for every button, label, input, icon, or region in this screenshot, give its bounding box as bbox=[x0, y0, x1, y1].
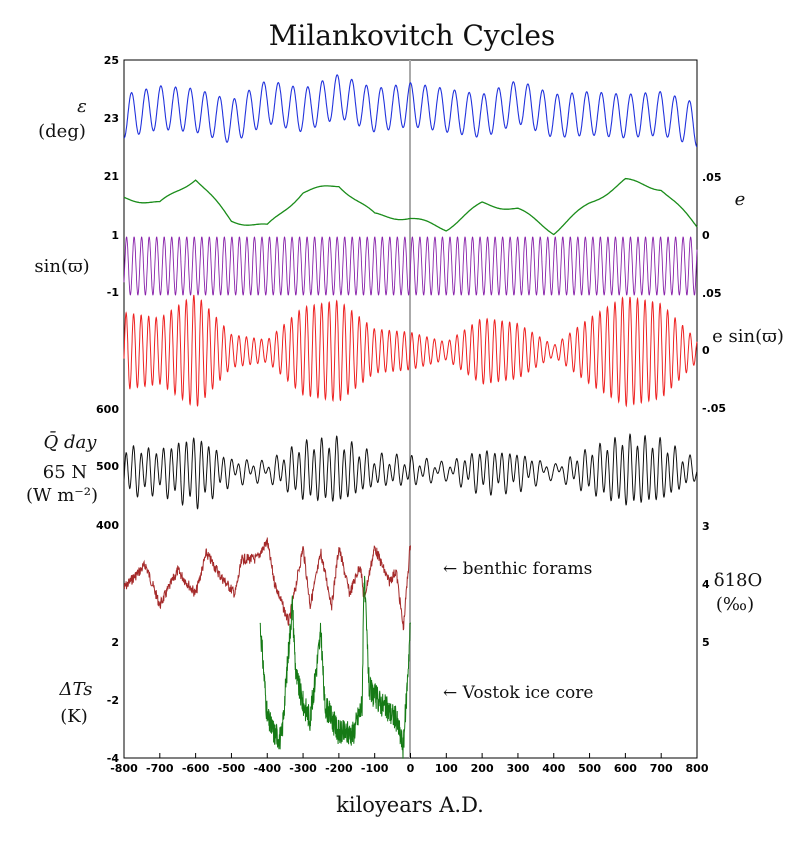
left-tick: -4 bbox=[107, 752, 120, 765]
vostok-series bbox=[259, 575, 411, 759]
sin-perihelion-series bbox=[123, 236, 698, 296]
x-tick-label: -400 bbox=[253, 762, 281, 775]
x-tick-label: -200 bbox=[325, 762, 353, 775]
obliquity-series bbox=[123, 74, 698, 148]
eccentricity-series bbox=[123, 177, 698, 236]
benthic-series bbox=[123, 537, 411, 631]
vostok-units: (K) bbox=[60, 706, 88, 727]
right-tick: 0 bbox=[702, 229, 710, 242]
x-tick-label: -500 bbox=[218, 762, 246, 775]
sin-perihelion-label: sin(ϖ) bbox=[34, 256, 89, 277]
left-tick: 23 bbox=[104, 112, 119, 125]
right-tick: .05 bbox=[702, 287, 722, 300]
right-tick: -.05 bbox=[702, 402, 726, 415]
d18o-units: (‰) bbox=[716, 594, 754, 615]
vostok-annotation: ← Vostok ice core bbox=[443, 683, 593, 703]
precession-label: e sin(ϖ) bbox=[712, 326, 784, 347]
left-tick: 1 bbox=[111, 229, 119, 242]
right-tick: 3 bbox=[702, 520, 710, 533]
right-tick: 5 bbox=[702, 636, 710, 649]
x-tick-label: -100 bbox=[361, 762, 389, 775]
left-tick: -1 bbox=[107, 286, 119, 299]
x-tick-label: 200 bbox=[471, 762, 494, 775]
vostok-label: ΔTs bbox=[59, 679, 93, 700]
insolation-sublabel: 65 N bbox=[43, 462, 87, 483]
right-axis: .05 0 .05 0 -.05 3 4 5 bbox=[702, 171, 726, 649]
right-tick: .05 bbox=[702, 171, 722, 184]
x-tick-label: 300 bbox=[506, 762, 529, 775]
x-tick-label: 0 bbox=[407, 762, 415, 775]
x-tick-label: 800 bbox=[686, 762, 709, 775]
x-tick-label: 400 bbox=[542, 762, 565, 775]
left-tick: 2 bbox=[111, 636, 119, 649]
right-tick: 4 bbox=[702, 578, 710, 591]
eccentricity-label: e bbox=[735, 189, 746, 210]
right-tick: 0 bbox=[702, 344, 710, 357]
x-tick-label: 600 bbox=[614, 762, 637, 775]
obliquity-units: (deg) bbox=[38, 121, 86, 142]
left-tick: 500 bbox=[96, 460, 119, 473]
x-tick-label: 700 bbox=[650, 762, 673, 775]
x-tick-label: 500 bbox=[578, 762, 601, 775]
left-tick: 25 bbox=[104, 54, 119, 67]
d18o-label: δ18O bbox=[714, 570, 763, 591]
left-axis: 25 23 21 1 -1 600 500 400 2 -2 -4 bbox=[96, 54, 119, 765]
obliquity-label: ε bbox=[77, 96, 87, 117]
x-tick-label: -800 bbox=[110, 762, 138, 775]
left-tick: 21 bbox=[104, 170, 119, 183]
x-axis-label: kiloyears A.D. bbox=[336, 793, 484, 817]
left-tick: -2 bbox=[107, 694, 119, 707]
x-tick-label: -300 bbox=[289, 762, 317, 775]
x-tick-label: 100 bbox=[435, 762, 458, 775]
insolation-label: Q̄ day bbox=[44, 430, 98, 453]
x-axis: -800 -700 -600 -500 -400 -300 -200 -100 0 100 200 3… bbox=[110, 753, 709, 775]
chart-title: Milankovitch Cycles bbox=[269, 19, 556, 52]
precession-series bbox=[123, 294, 698, 408]
left-tick: 600 bbox=[96, 403, 119, 416]
benthic-annotation: ← benthic forams bbox=[443, 559, 592, 579]
left-tick: 400 bbox=[96, 519, 119, 532]
x-tick-label: -700 bbox=[146, 762, 174, 775]
series-layer bbox=[123, 74, 698, 759]
insolation-units: (W m⁻²) bbox=[26, 485, 98, 506]
x-tick-label: -600 bbox=[182, 762, 210, 775]
insolation-series bbox=[123, 433, 698, 510]
